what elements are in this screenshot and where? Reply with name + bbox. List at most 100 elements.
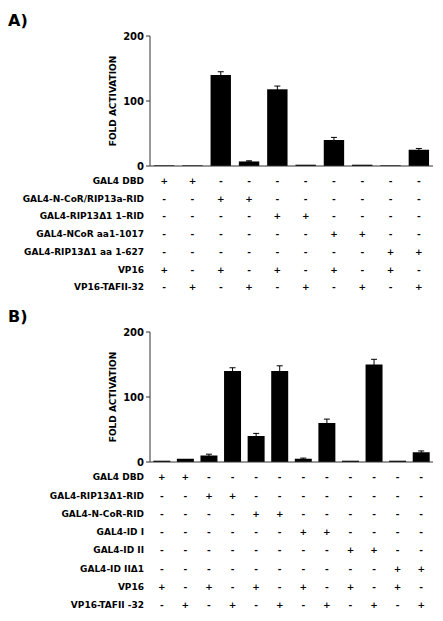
table-cell: - <box>304 265 308 275</box>
error-bar <box>300 458 306 459</box>
table-cell: - <box>349 509 353 519</box>
table-cell: - <box>278 491 282 501</box>
table-cell: + <box>205 582 213 592</box>
table-cell: - <box>207 527 211 537</box>
table-cell: - <box>304 229 308 239</box>
table-cell: - <box>304 194 308 204</box>
table-cell: - <box>360 194 364 204</box>
table-cell: - <box>278 582 282 592</box>
table-cell: - <box>160 545 164 555</box>
row-label: GAL4-ID I <box>97 527 144 537</box>
table-cell: - <box>396 509 400 519</box>
table-cell: + <box>415 282 423 292</box>
table-cell: - <box>278 527 282 537</box>
y-tick <box>146 166 150 167</box>
table-cell: - <box>160 564 164 574</box>
table-cell: + <box>302 211 310 221</box>
bar <box>211 75 231 166</box>
table-cell: - <box>231 509 235 519</box>
table-cell: + <box>229 491 237 501</box>
table-cell: - <box>278 545 282 555</box>
table-cell: - <box>417 194 421 204</box>
table-cell: - <box>349 472 353 482</box>
table-cell: + <box>158 582 166 592</box>
row-label: GAL4-NCoR aa1-1017 <box>36 229 144 239</box>
error-bar <box>230 368 236 375</box>
table-cell: - <box>304 176 308 186</box>
error-bar <box>371 359 377 369</box>
table-cell: - <box>389 176 393 186</box>
y-tick-label: 0 <box>137 161 144 172</box>
y-tick <box>146 332 150 333</box>
bar <box>200 456 217 463</box>
table-cell: - <box>419 491 423 501</box>
table-cell: + <box>358 282 366 292</box>
table-cell: - <box>301 509 305 519</box>
table-cell: - <box>160 491 164 501</box>
table-cell: - <box>396 545 400 555</box>
table-cell: + <box>189 176 197 186</box>
table-cell: - <box>332 282 336 292</box>
bar <box>271 371 288 462</box>
table-cell: - <box>325 545 329 555</box>
table-cell: - <box>219 229 223 239</box>
row-label: GAL4-ID II <box>93 545 144 555</box>
table-cell: + <box>347 582 355 592</box>
table-cell: - <box>184 527 188 537</box>
table-cell: + <box>347 545 355 555</box>
table-cell: + <box>394 582 402 592</box>
row-label: VP16-TAFII-32 <box>74 282 144 292</box>
error-bar <box>277 366 283 376</box>
panel-label: A) <box>8 11 28 30</box>
table-cell: + <box>370 545 378 555</box>
table-cell: - <box>396 600 400 610</box>
table-cell: + <box>302 282 310 292</box>
table-cell: + <box>274 211 282 221</box>
table-cell: - <box>275 229 279 239</box>
table-cell: - <box>254 472 258 482</box>
table-cell: - <box>360 211 364 221</box>
table-cell: + <box>205 491 213 501</box>
table-cell: + <box>160 176 168 186</box>
row-label: GAL4-N-CoR-RID <box>61 509 144 519</box>
table-cell: + <box>323 600 331 610</box>
table-cell: + <box>252 509 260 519</box>
table-cell: + <box>229 600 237 610</box>
table-cell: - <box>372 509 376 519</box>
table-cell: - <box>325 564 329 574</box>
table-cell: + <box>417 600 425 610</box>
table-cell: - <box>417 229 421 239</box>
error-bar <box>206 454 212 457</box>
error-bar <box>246 161 252 162</box>
y-tick <box>146 397 150 398</box>
row-label: VP16 <box>118 582 144 592</box>
panel: A)0100200FOLD ACTIVATIONGAL4 DBD++------… <box>8 11 433 292</box>
table-cell: - <box>162 211 166 221</box>
table-cell: + <box>217 265 225 275</box>
table-cell: + <box>276 509 284 519</box>
table-cell: - <box>247 247 251 257</box>
error-bar <box>418 451 424 454</box>
error-bar <box>274 86 280 93</box>
table-cell: - <box>162 282 166 292</box>
table-cell: - <box>231 564 235 574</box>
table-cell: - <box>184 582 188 592</box>
error-bar <box>218 72 224 79</box>
table-cell: - <box>389 229 393 239</box>
table-cell: - <box>207 509 211 519</box>
table-cell: - <box>360 247 364 257</box>
table-cell: - <box>162 247 166 257</box>
table-cell: - <box>160 527 164 537</box>
table-cell: + <box>189 282 197 292</box>
table-cell: - <box>191 194 195 204</box>
table-cell: + <box>370 600 378 610</box>
row-label: GAL4-RIP13Δ1-RID <box>50 491 144 501</box>
y-axis-label: FOLD ACTIVATION <box>108 352 118 443</box>
table-cell: - <box>207 472 211 482</box>
table-cell: - <box>389 211 393 221</box>
table-cell: - <box>160 600 164 610</box>
table-cell: - <box>162 194 166 204</box>
y-tick <box>146 36 150 37</box>
x-axis <box>150 166 433 167</box>
table-cell: - <box>207 545 211 555</box>
